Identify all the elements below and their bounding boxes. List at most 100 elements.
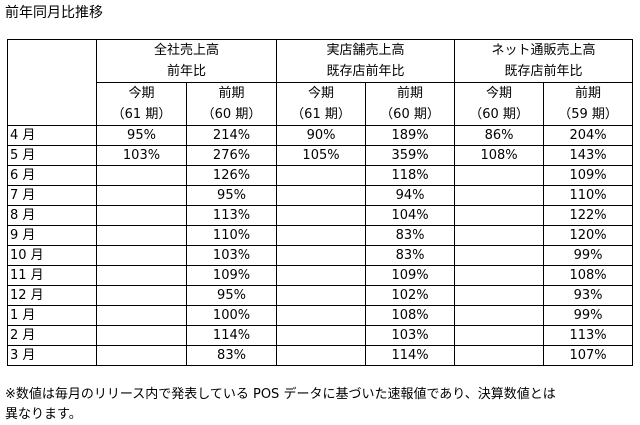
value-cell bbox=[96, 165, 187, 186]
value-cell bbox=[454, 165, 545, 186]
table-row: 2 月 114% 103% 113% bbox=[7, 325, 634, 346]
table-row: 11 月 109% 109% 108% bbox=[7, 265, 634, 286]
value-cell bbox=[454, 225, 545, 246]
table-row: 3 月 83% 114% 107% bbox=[7, 345, 634, 366]
month-cell: 4 月 bbox=[7, 125, 97, 146]
value-cell bbox=[454, 265, 545, 286]
value-cell: 113% bbox=[543, 325, 634, 346]
value-cell bbox=[96, 285, 187, 306]
value-cell bbox=[276, 265, 367, 286]
value-cell: 109% bbox=[365, 265, 456, 286]
value-cell bbox=[96, 185, 187, 206]
table-row: 7 月 95% 94% 110% bbox=[7, 185, 634, 206]
yoy-table: 全社売上高 前年比 実店舗売上高 既存店前年比 ネット通販売上高 既存店前年比 … bbox=[7, 39, 634, 366]
value-cell bbox=[454, 245, 545, 266]
month-cell: 10 月 bbox=[7, 245, 97, 266]
value-cell: 114% bbox=[365, 345, 456, 366]
value-cell: 100% bbox=[185, 305, 278, 326]
corner-cell bbox=[7, 39, 97, 126]
value-cell bbox=[276, 325, 367, 346]
table-row: 6 月 126% 118% 109% bbox=[7, 165, 634, 186]
month-cell: 7 月 bbox=[7, 185, 97, 206]
value-cell bbox=[96, 245, 187, 266]
value-cell: 107% bbox=[543, 345, 634, 366]
value-cell bbox=[276, 185, 367, 206]
table-row: 1 月 100% 108% 99% bbox=[7, 305, 634, 326]
table-row: 8 月 113% 104% 122% bbox=[7, 205, 634, 226]
month-cell: 6 月 bbox=[7, 165, 97, 186]
value-cell: 103% bbox=[185, 245, 278, 266]
table-row: 12 月 95% 102% 93% bbox=[7, 285, 634, 306]
table-row: 10 月 103% 83% 99% bbox=[7, 245, 634, 266]
sub-header-cell: 前期 （60 期） bbox=[365, 82, 456, 126]
value-cell: 103% bbox=[365, 325, 456, 346]
value-cell: 120% bbox=[543, 225, 634, 246]
value-cell: 214% bbox=[185, 125, 278, 146]
value-cell: 95% bbox=[96, 125, 187, 146]
value-cell: 105% bbox=[276, 145, 367, 166]
value-cell bbox=[276, 305, 367, 326]
value-cell: 276% bbox=[185, 145, 278, 166]
value-cell: 114% bbox=[185, 325, 278, 346]
value-cell: 94% bbox=[365, 185, 456, 206]
value-cell: 359% bbox=[365, 145, 456, 166]
value-cell bbox=[276, 225, 367, 246]
month-cell: 1 月 bbox=[7, 305, 97, 326]
group-header-store-sales: 実店舗売上高 既存店前年比 bbox=[276, 39, 456, 83]
value-cell bbox=[96, 205, 187, 226]
value-cell: 126% bbox=[185, 165, 278, 186]
value-cell: 108% bbox=[543, 265, 634, 286]
sub-header-cell: 今期 （60 期） bbox=[454, 82, 545, 126]
value-cell: 83% bbox=[365, 225, 456, 246]
sub-header-cell: 今期 （61 期） bbox=[96, 82, 187, 126]
value-cell: 110% bbox=[185, 225, 278, 246]
group-header-total-sales: 全社売上高 前年比 bbox=[95, 39, 278, 83]
footnote: ※数値は毎月のリリース内で発表している POS データに基づいた速報値であり、決… bbox=[5, 385, 637, 425]
value-cell: 118% bbox=[365, 165, 456, 186]
value-cell: 99% bbox=[543, 305, 634, 326]
value-cell bbox=[454, 305, 545, 326]
value-cell: 86% bbox=[454, 125, 545, 146]
sub-header-cell: 前期 （60 期） bbox=[185, 82, 278, 126]
value-cell bbox=[96, 265, 187, 286]
value-cell bbox=[276, 205, 367, 226]
table-row: 5 月 103% 276% 105% 359% 108% 143% bbox=[7, 145, 634, 166]
value-cell bbox=[454, 285, 545, 306]
group-header-online-sales: ネット通販売上高 既存店前年比 bbox=[454, 39, 634, 83]
value-cell bbox=[454, 205, 545, 226]
value-cell bbox=[276, 245, 367, 266]
value-cell bbox=[454, 345, 545, 366]
page-title: 前年同月比推移 bbox=[5, 5, 103, 21]
table-row: 9 月 110% 83% 120% bbox=[7, 225, 634, 246]
value-cell: 102% bbox=[365, 285, 456, 306]
value-cell: 108% bbox=[365, 305, 456, 326]
group-header-row: 全社売上高 前年比 実店舗売上高 既存店前年比 ネット通販売上高 既存店前年比 bbox=[7, 39, 634, 126]
value-cell: 109% bbox=[543, 165, 634, 186]
month-cell: 5 月 bbox=[7, 145, 97, 166]
month-cell: 11 月 bbox=[7, 265, 97, 286]
sub-header-cell: 今期 （61 期） bbox=[276, 82, 367, 126]
value-cell: 122% bbox=[543, 205, 634, 226]
value-cell bbox=[96, 225, 187, 246]
value-cell bbox=[454, 325, 545, 346]
footnote-line: ※数値は毎月のリリース内で発表している POS データに基づいた速報値であり、決… bbox=[5, 387, 556, 402]
value-cell: 109% bbox=[185, 265, 278, 286]
value-cell: 103% bbox=[96, 145, 187, 166]
footnote-line: 異なります。 bbox=[5, 407, 82, 422]
value-cell: 189% bbox=[365, 125, 456, 146]
value-cell: 83% bbox=[185, 345, 278, 366]
month-cell: 3 月 bbox=[7, 345, 97, 366]
sub-header-cell: 前期 （59 期） bbox=[543, 82, 634, 126]
value-cell: 95% bbox=[185, 185, 278, 206]
value-cell bbox=[96, 305, 187, 326]
month-cell: 8 月 bbox=[7, 205, 97, 226]
value-cell bbox=[96, 345, 187, 366]
value-cell: 204% bbox=[543, 125, 634, 146]
value-cell: 113% bbox=[185, 205, 278, 226]
value-cell: 104% bbox=[365, 205, 456, 226]
value-cell bbox=[96, 325, 187, 346]
month-cell: 9 月 bbox=[7, 225, 97, 246]
value-cell bbox=[276, 165, 367, 186]
value-cell: 83% bbox=[365, 245, 456, 266]
value-cell: 95% bbox=[185, 285, 278, 306]
